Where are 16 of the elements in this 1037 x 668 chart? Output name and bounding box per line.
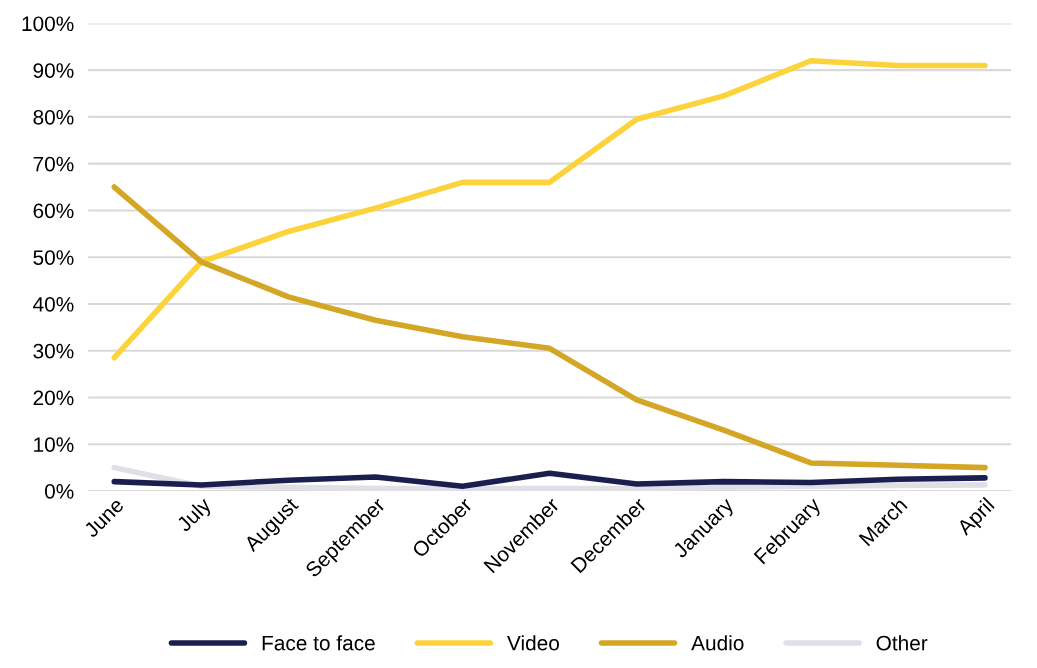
y-tick-label: 100%	[22, 16, 74, 32]
legend-label: Other	[876, 635, 928, 651]
legend-label: Face to face	[262, 635, 375, 651]
legend-label: Video	[507, 635, 559, 651]
y-tick-label: 90%	[33, 63, 74, 78]
y-tick-label: 30%	[33, 343, 74, 359]
y-tick-label: 60%	[33, 203, 74, 219]
y-tick-label: 10%	[34, 437, 74, 452]
y-tick-label: 50%	[33, 250, 74, 265]
legend-label: Audio	[691, 635, 744, 651]
x-tick-label: July	[175, 495, 216, 536]
y-tick-label: 20%	[33, 390, 74, 406]
y-tick-label: 80%	[33, 109, 74, 125]
y-tick-label: 0%	[44, 483, 74, 499]
y-tick-label: 40%	[33, 296, 74, 312]
y-tick-label: 70%	[33, 156, 74, 172]
